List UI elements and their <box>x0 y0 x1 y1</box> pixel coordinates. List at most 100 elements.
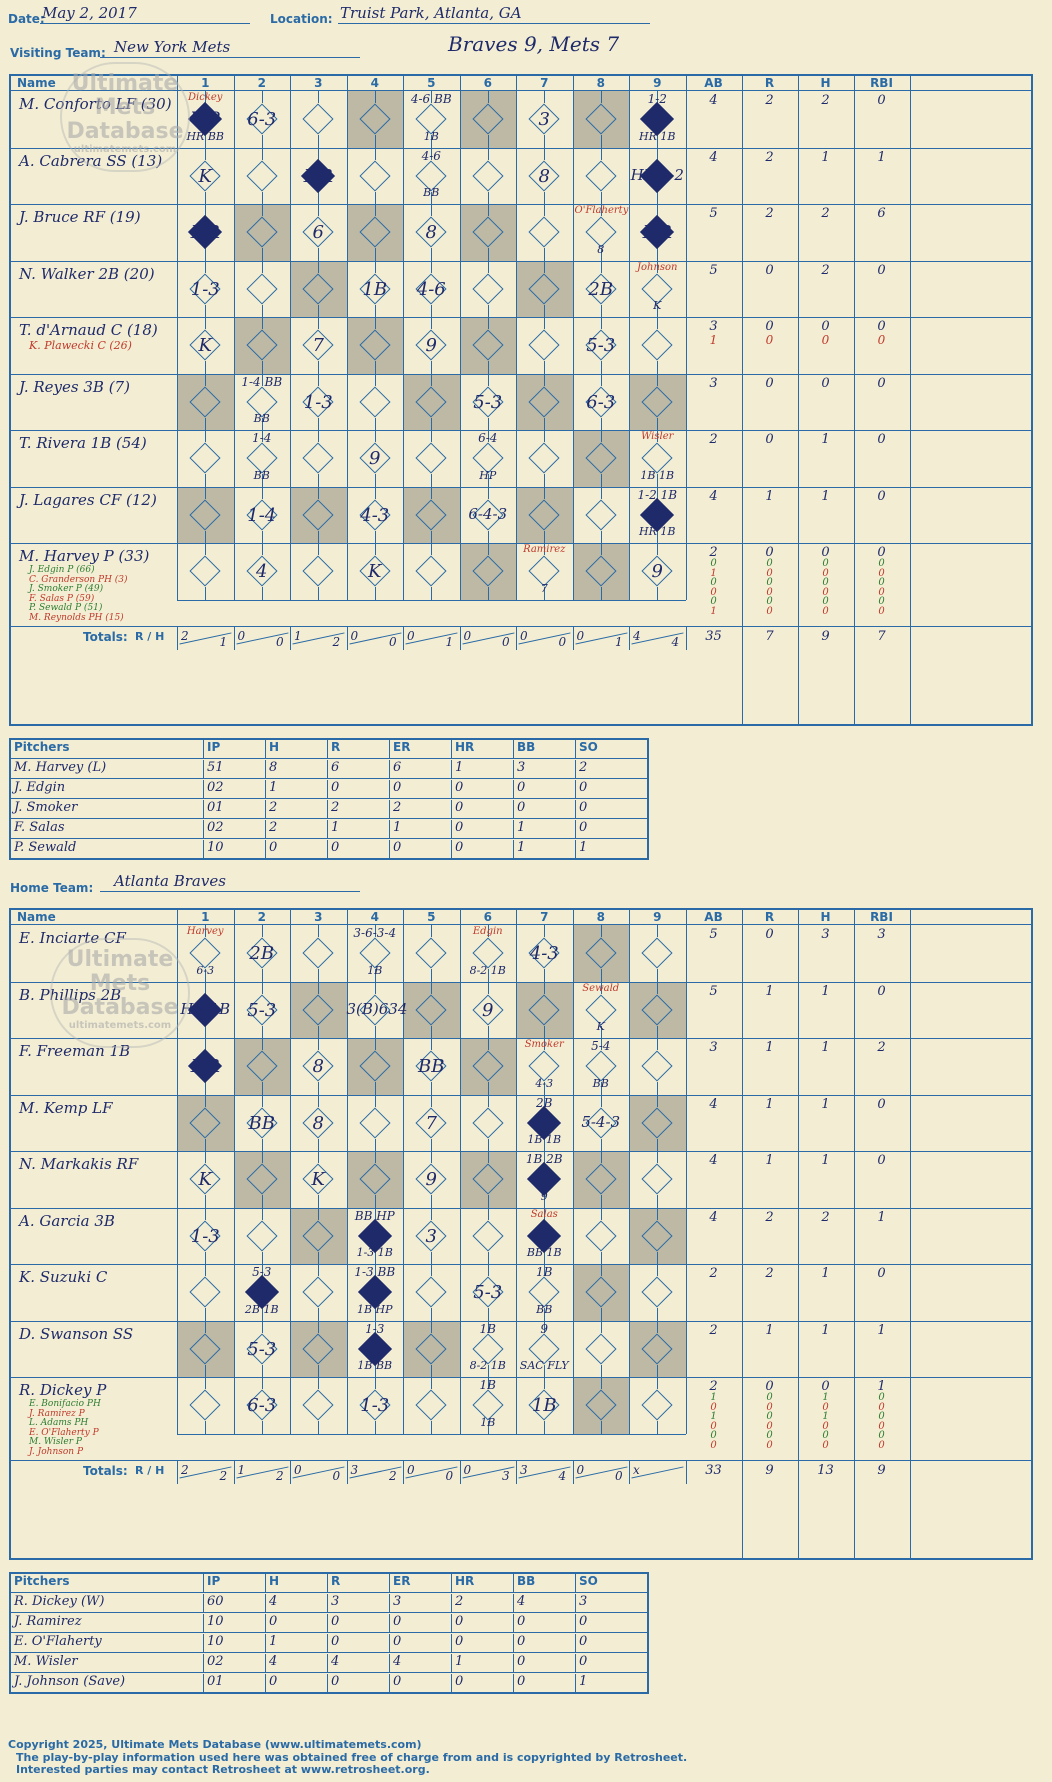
diamond-stem <box>544 1138 546 1151</box>
diamond-stem <box>318 1364 320 1377</box>
player-stat-rbi: 0 <box>877 93 886 108</box>
diamond-stem <box>318 1038 320 1051</box>
diamond-stem <box>318 1207 320 1220</box>
diamond-stem <box>600 304 602 317</box>
diamond-stem <box>261 1308 263 1321</box>
pitcher-stat: 2 <box>327 800 389 819</box>
pitcher-stat: 0 <box>451 1674 513 1693</box>
play-notation: K <box>653 299 662 312</box>
diamond <box>246 160 278 192</box>
diamond-stem <box>205 981 207 994</box>
sub-player-name: F. Salas P (59) <box>29 593 95 604</box>
play-notation: 4-6 <box>421 148 441 163</box>
diamond-stem <box>318 417 320 430</box>
diamond-stem <box>431 248 433 261</box>
player-name: A. Garcia 3B <box>19 1211 115 1230</box>
grid-vline <box>909 76 911 724</box>
play-notation: HR <box>642 222 672 244</box>
play-notation: 5-3 <box>252 1265 272 1279</box>
diamond-stem <box>657 530 659 543</box>
pitcher-stat: 2 <box>451 1594 513 1613</box>
sub-player-stat: 0 <box>878 586 885 598</box>
grid-vline <box>516 910 517 1434</box>
pitcher-stat: 0 <box>451 820 513 839</box>
play-notation: 1B <box>367 963 383 977</box>
diamond-stem <box>657 1138 659 1151</box>
diamond <box>189 555 221 587</box>
diamond-stem <box>205 969 207 982</box>
diamond-stem <box>657 204 659 217</box>
pitcher-stat: 2 <box>389 800 451 819</box>
pitchers-column-header: ER <box>389 740 451 759</box>
diamond-stem <box>544 1038 546 1051</box>
diamond-stem <box>487 1094 489 1107</box>
pitcher-stat: 0 <box>513 1654 575 1673</box>
play-notation: HR 1-2 <box>630 165 684 184</box>
totals-top-line <box>11 1459 1031 1461</box>
diamond-stem <box>431 1377 433 1390</box>
diamond-stem <box>657 587 659 600</box>
player-stat-h: 0 <box>821 375 830 391</box>
column-header: AB <box>704 76 723 90</box>
diamond-stem <box>205 486 207 499</box>
player-stat-rbi: 1 <box>877 149 886 165</box>
player-stat-h: 1 <box>821 1153 830 1168</box>
diamond-stem <box>600 969 602 982</box>
diamond-stem <box>261 1138 263 1151</box>
pitcher-stat: 01 <box>203 1674 265 1693</box>
column-header: AB <box>704 910 723 924</box>
diamond-stem <box>205 1320 207 1333</box>
grid-hline <box>11 317 1031 318</box>
play-notation: Smoker <box>524 1039 564 1050</box>
pitcher-stat: 0 <box>327 780 389 799</box>
grid-vline <box>797 76 799 724</box>
column-header: RBI <box>870 76 893 90</box>
pitcher-stat: 0 <box>389 840 451 859</box>
pitcher-stat: 0 <box>513 1674 575 1693</box>
diamond-stem <box>544 1264 546 1277</box>
sub-player-stat: 0 <box>766 577 773 588</box>
play-notation: Harvey <box>186 926 224 937</box>
diamond-stem <box>205 248 207 261</box>
player-stat-rbi: 3 <box>877 927 886 942</box>
play-notation: Salas <box>530 1208 558 1220</box>
diamond-stem <box>374 925 376 938</box>
pitcher-stat: 1 <box>389 820 451 839</box>
pitcher-stat: 1 <box>265 780 327 799</box>
sub-player-stat: 0 <box>710 558 717 569</box>
diamond-stem <box>657 147 659 160</box>
play-notation: 2B 1B <box>244 1302 279 1316</box>
sub-player-stat: 0 <box>766 1430 773 1441</box>
grid-vline <box>290 1459 291 1484</box>
inning-runs: 0 <box>576 1462 585 1477</box>
diamond-stem <box>431 430 433 443</box>
diamond-stem <box>600 530 602 543</box>
diamond-stem <box>205 317 207 330</box>
play-notation: BB <box>418 1056 445 1078</box>
diamond-stem <box>318 1025 320 1038</box>
diamond-stem <box>544 543 546 556</box>
diamond-stem <box>318 248 320 261</box>
diamond-stem <box>487 1264 489 1277</box>
play-notation: Ramirez <box>523 544 566 555</box>
diamond-stem <box>487 1421 489 1434</box>
home-team-label: Home Team: <box>10 881 94 895</box>
play-notation: 1-3 <box>303 391 333 413</box>
diamond-stem <box>261 1082 263 1095</box>
diamond-stem <box>374 361 376 374</box>
pitcher-stat: 6 <box>327 760 389 779</box>
diamond-stem <box>374 1251 376 1264</box>
pitcher-stat: 0 <box>575 1614 637 1633</box>
play-notation: 1-3 <box>190 1225 220 1247</box>
pitcher-row: P. Sewald 10 0 0 0 0 1 1 <box>11 840 647 859</box>
column-header: 3 <box>314 76 323 90</box>
grid-vline <box>177 910 178 1434</box>
diamond-stem <box>318 373 320 386</box>
diamond <box>415 937 447 969</box>
player-stat-r: 1 <box>765 983 774 999</box>
player-stat-ab: 4 <box>709 1209 718 1225</box>
diamond-stem <box>318 530 320 543</box>
pitchers-column-header: HR <box>451 740 513 759</box>
pitcher-row: J. Johnson (Save) 01 0 0 0 0 0 1 <box>11 1674 647 1693</box>
player-stat-r: 2 <box>765 1209 774 1225</box>
